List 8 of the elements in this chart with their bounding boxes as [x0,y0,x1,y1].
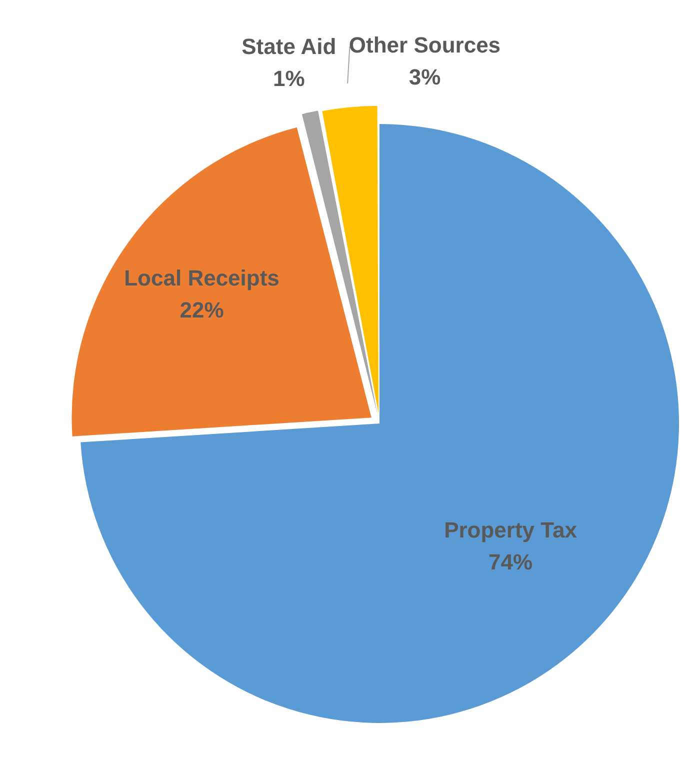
data-label: 3% [408,64,441,90]
data-label: 74% [488,550,533,575]
slice-label: State Aid [242,34,336,59]
data-label: 1% [273,66,305,91]
slice-label: Other Sources [348,32,501,58]
data-label: 22% [180,297,224,322]
slice-label: Local Receipts [124,265,280,290]
slice-label: Property Tax [444,518,578,543]
